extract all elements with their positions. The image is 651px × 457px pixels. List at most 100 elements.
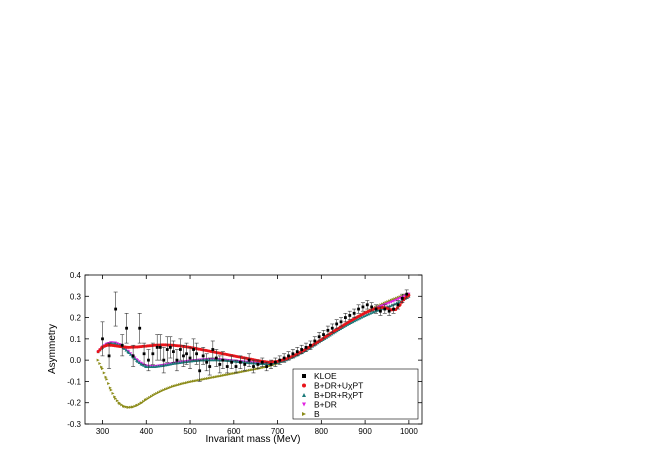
data-point <box>201 354 205 358</box>
x-tick-label: 500 <box>183 427 197 436</box>
legend-marker-b-dr <box>302 402 306 407</box>
legend-label: B+DR+UχPT <box>314 381 363 391</box>
data-point <box>96 358 100 362</box>
y-axis-title: Asymmetry <box>47 324 58 374</box>
data-point <box>114 396 118 400</box>
data-point <box>150 394 154 398</box>
x-tick-label: 400 <box>140 427 154 436</box>
axes-layer: 300 400 500 600 700 800 900 1000 -0.3 -0.2 -0.1 0.0… <box>67 271 422 436</box>
data-point <box>317 335 321 339</box>
data-point <box>379 309 382 313</box>
data-point <box>202 377 206 381</box>
data-point <box>278 358 282 362</box>
data-point <box>396 300 400 304</box>
data-point <box>238 360 242 364</box>
data-point <box>361 305 365 309</box>
data-point <box>313 339 317 343</box>
data-point <box>171 385 175 389</box>
data-point <box>127 350 131 354</box>
data-point <box>216 374 220 378</box>
legend-label: B+DR <box>314 400 337 410</box>
y-tick-label: -0.3 <box>67 420 81 429</box>
data-point <box>142 363 146 367</box>
data-point <box>147 358 150 362</box>
x-tick-label: 600 <box>227 427 241 436</box>
data-point <box>347 321 351 325</box>
data-point <box>348 314 352 317</box>
data-point <box>98 348 102 352</box>
data-point <box>246 369 250 373</box>
y-tick-label: 0.3 <box>70 292 82 301</box>
data-point <box>127 405 131 409</box>
data-point <box>220 374 224 378</box>
y-tick-label: 0.0 <box>70 356 82 365</box>
data-point <box>389 300 393 304</box>
data-point <box>227 372 231 376</box>
data-point <box>209 376 213 380</box>
data-point <box>251 368 255 372</box>
data-point <box>389 303 393 307</box>
data-point <box>365 313 369 317</box>
data-point <box>395 298 399 302</box>
legend-label: B+DR+RχPT <box>314 390 363 400</box>
data-point <box>370 310 374 314</box>
data-point <box>124 348 128 352</box>
data-point <box>273 360 277 364</box>
data-point <box>129 352 133 356</box>
data-point <box>400 300 404 304</box>
data-point <box>167 386 171 390</box>
data-point <box>225 373 229 377</box>
data-point <box>407 293 411 297</box>
data-point <box>252 365 255 368</box>
data-point <box>175 358 179 362</box>
data-point <box>225 365 229 368</box>
data-point <box>221 373 225 377</box>
data-point <box>120 403 124 407</box>
data-point <box>267 364 271 368</box>
data-point <box>204 377 208 381</box>
data-point <box>300 348 304 351</box>
data-point <box>228 372 232 376</box>
data-point <box>188 356 192 360</box>
data-point <box>344 316 347 319</box>
data-point <box>179 348 182 351</box>
data-point <box>363 313 367 317</box>
data-point <box>214 375 218 379</box>
data-point <box>291 352 295 356</box>
data-point <box>144 398 148 402</box>
legend-marker-b-dr-u-pt <box>302 383 306 388</box>
data-point <box>230 360 234 364</box>
data-point <box>218 363 222 366</box>
data-point <box>287 354 290 358</box>
data-point <box>193 379 197 383</box>
data-point <box>176 383 180 387</box>
data-point <box>131 405 135 409</box>
data-point <box>118 402 122 406</box>
data-point <box>393 299 397 303</box>
data-point <box>330 326 334 330</box>
data-point <box>346 322 350 326</box>
data-point <box>133 357 137 361</box>
data-point <box>358 316 362 320</box>
data-point <box>104 375 108 379</box>
y-tick-label: -0.1 <box>67 377 81 386</box>
data-point <box>386 302 390 306</box>
data-point <box>326 328 330 332</box>
data-point <box>265 365 269 368</box>
data-point <box>140 362 144 366</box>
data-point <box>344 323 348 327</box>
data-point <box>158 345 162 349</box>
data-point <box>185 381 189 385</box>
data-point <box>396 303 400 307</box>
data-point <box>221 358 225 362</box>
x-tick-label: 1000 <box>400 427 418 436</box>
data-point <box>253 367 257 371</box>
data-point <box>335 322 339 326</box>
data-point <box>165 348 169 351</box>
data-point <box>136 359 140 363</box>
data-point <box>179 382 183 386</box>
data-point <box>365 303 369 307</box>
data-point <box>195 378 199 382</box>
data-point <box>160 389 164 393</box>
